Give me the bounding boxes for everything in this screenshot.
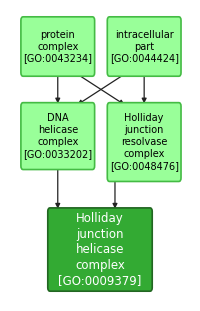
Text: DNA
helicase
complex
[GO:0033202]: DNA helicase complex [GO:0033202] xyxy=(23,113,92,159)
Text: protein
complex
[GO:0043234]: protein complex [GO:0043234] xyxy=(23,30,92,63)
Text: Holliday
junction
resolvase
complex
[GO:0048476]: Holliday junction resolvase complex [GO:… xyxy=(110,113,179,171)
FancyBboxPatch shape xyxy=(48,208,152,291)
FancyBboxPatch shape xyxy=(107,17,181,76)
Text: Holliday
junction
helicase
complex
[GO:0009379]: Holliday junction helicase complex [GO:0… xyxy=(58,212,142,287)
FancyBboxPatch shape xyxy=(107,103,181,182)
FancyBboxPatch shape xyxy=(21,103,95,169)
FancyBboxPatch shape xyxy=(21,17,95,76)
Text: intracellular
part
[GO:0044424]: intracellular part [GO:0044424] xyxy=(110,30,179,63)
